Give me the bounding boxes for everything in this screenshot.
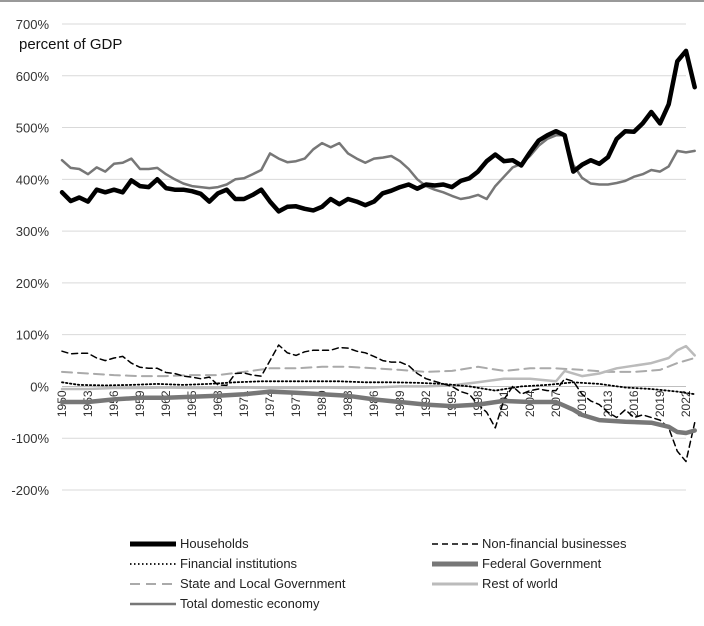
x-tick-label: 1962 bbox=[159, 390, 173, 417]
series-line-federal-government bbox=[59, 389, 697, 436]
y-tick-label: 200% bbox=[16, 276, 50, 291]
y-axis-tick-labels: 700% 600% 500% 400% 300% 200% 100% 0% -100% -200% bbox=[11, 17, 49, 498]
x-tick-label: 1965 bbox=[185, 390, 199, 417]
y-tick-label: 400% bbox=[16, 172, 50, 187]
y-tick-label: -100% bbox=[11, 431, 49, 446]
x-tick-label: 2016 bbox=[627, 390, 641, 417]
x-tick-label: 2022 bbox=[679, 390, 693, 417]
y-tick-label: 600% bbox=[16, 69, 50, 84]
series-lines bbox=[59, 48, 697, 463]
x-tick-label: 1971 bbox=[237, 390, 251, 417]
x-tick-label: 2013 bbox=[601, 390, 615, 417]
x-tick-label: 1959 bbox=[133, 390, 147, 417]
series-line-total-domestic-economy bbox=[60, 134, 696, 201]
y-tick-label: 100% bbox=[16, 328, 50, 343]
y-tick-label: 700% bbox=[16, 17, 50, 32]
x-tick-label: 1956 bbox=[107, 390, 121, 417]
x-tick-label: 1974 bbox=[263, 390, 277, 417]
x-tick-label: 1980 bbox=[315, 390, 329, 417]
x-axis-tick-labels: 1950 1953 1956 1959 1962 1965 1968 1971 1974 1977… bbox=[55, 390, 693, 417]
series-line-non-financial-businesses bbox=[61, 344, 696, 463]
y-tick-label: 300% bbox=[16, 224, 50, 239]
y-tick-label: -200% bbox=[11, 483, 49, 498]
x-tick-label: 2001 bbox=[497, 390, 511, 417]
y-tick-label: 0% bbox=[30, 379, 49, 394]
x-tick-label: 1977 bbox=[289, 390, 303, 417]
y-tick-label: 500% bbox=[16, 121, 50, 136]
series-line-financial-institutions bbox=[61, 380, 696, 396]
x-tick-label: 1986 bbox=[367, 390, 381, 417]
series-line-households bbox=[59, 48, 697, 214]
x-tick-label: 2019 bbox=[653, 390, 667, 417]
gridlines bbox=[62, 23, 686, 491]
x-tick-label: 1995 bbox=[445, 390, 459, 417]
y-axis-label: percent of GDP bbox=[19, 36, 123, 53]
series-line-rest-of-world bbox=[60, 344, 696, 391]
